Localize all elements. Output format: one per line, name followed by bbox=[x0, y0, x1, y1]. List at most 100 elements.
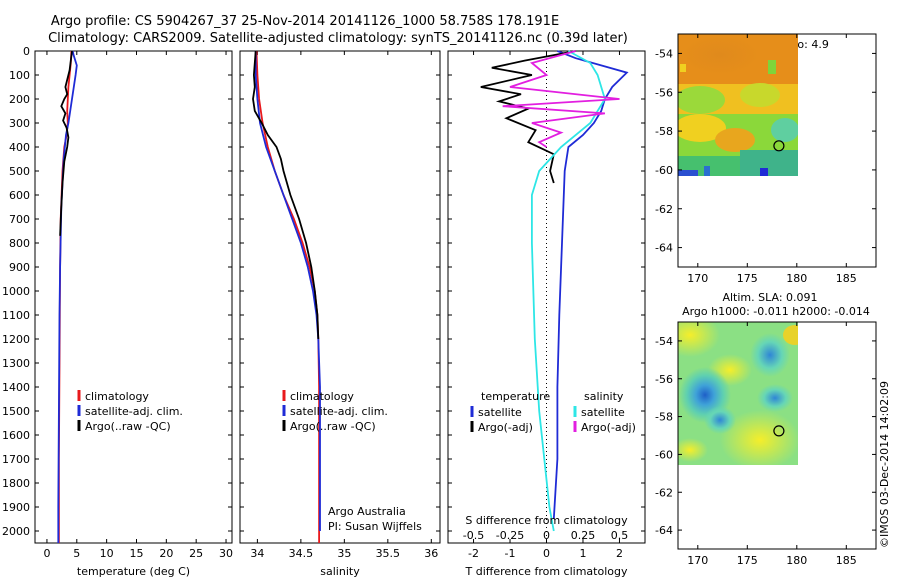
depth-tick-label: 100 bbox=[9, 69, 30, 82]
sst_map-ytick-label: -54 bbox=[655, 47, 673, 60]
temperature-xtick-label: 10 bbox=[100, 547, 114, 560]
depth-tick-label: 500 bbox=[9, 165, 30, 178]
depth-tick-label: 1900 bbox=[2, 501, 30, 514]
difference-frame bbox=[447, 50, 646, 544]
salinity-legend-label: climatology bbox=[290, 390, 354, 403]
sst_map-ytick-label: -58 bbox=[655, 125, 673, 138]
header-line2: Climatology: CARS2009. Satellite-adjuste… bbox=[48, 31, 628, 46]
temperature-xtick-label: 25 bbox=[189, 547, 203, 560]
x2label: S difference from climatology bbox=[465, 514, 628, 527]
temperature-xlabel: temperature (deg C) bbox=[77, 565, 190, 578]
x2tick-label: -0.25 bbox=[496, 529, 524, 542]
depth-tick-label: 600 bbox=[9, 189, 30, 202]
temperature-legend-label: satellite-adj. clim. bbox=[85, 405, 183, 418]
sst-heatmap-image bbox=[678, 34, 798, 176]
diff-legend-label: satellite bbox=[478, 406, 522, 419]
sla_map-ytick-label: -62 bbox=[655, 486, 673, 499]
copyright-label: ©IMOS 03-Dec-2014 14:02:09 bbox=[878, 381, 891, 548]
sst-argo-marker bbox=[773, 140, 785, 152]
sla_map-ytick-label: -64 bbox=[655, 524, 673, 537]
depth-tick-label: 1200 bbox=[2, 333, 30, 346]
sla-map-subtitle: Argo h1000: -0.011 h2000: -0.014 bbox=[682, 305, 870, 318]
depth-tick-label: 1100 bbox=[2, 309, 30, 322]
salinity-panel: 34 34.5 35 35.5 36 salinity climatology satelli… bbox=[239, 50, 441, 578]
depth-tick-label: 1000 bbox=[2, 285, 30, 298]
temperature-series-satellite bbox=[57, 50, 78, 543]
sla_map-xtick-label: 180 bbox=[786, 554, 807, 567]
difference-xtick-label: -2 bbox=[468, 547, 479, 560]
sla_map-ytick-label: -54 bbox=[655, 335, 673, 348]
sla-map-frame bbox=[677, 321, 877, 550]
sst-map-frame bbox=[677, 33, 877, 268]
difference-xtick-label: 2 bbox=[616, 547, 623, 560]
salinity-legend-label: Argo(..raw -QC) bbox=[290, 420, 376, 433]
temperature-xtick-label: 20 bbox=[159, 547, 173, 560]
sla-map-panel: Altim. SLA: 0.091 Argo h1000: -0.011 h20… bbox=[655, 291, 877, 567]
depth-tick-label: 400 bbox=[9, 141, 30, 154]
salinity-xtick-label: 36 bbox=[424, 547, 438, 560]
temperature-legend-label: Argo(..raw -QC) bbox=[85, 420, 171, 433]
depth-tick-label: 2000 bbox=[2, 525, 30, 538]
sst_map-xtick-label: 175 bbox=[737, 272, 758, 285]
temperature-frame bbox=[34, 50, 233, 544]
x2tick-label: 0 bbox=[543, 529, 550, 542]
legend-salinity-title: salinity bbox=[584, 390, 624, 403]
temperature-xtick-label: 30 bbox=[219, 547, 233, 560]
salinity-series-satellite bbox=[254, 51, 321, 531]
sst_map-ytick-label: -64 bbox=[655, 242, 673, 255]
diff-legend-label: satellite bbox=[581, 406, 625, 419]
sla_map-xtick-label: 170 bbox=[687, 554, 708, 567]
temperature-xtick-label: 5 bbox=[73, 547, 80, 560]
sst_map-xtick-label: 170 bbox=[687, 272, 708, 285]
depth-tick-label: 1500 bbox=[2, 405, 30, 418]
salinity-series-argo bbox=[252, 50, 320, 340]
sst_map-ytick-label: -62 bbox=[655, 203, 673, 216]
difference-xtick-label: -1 bbox=[505, 547, 516, 560]
difference-series-sal_satellite bbox=[531, 50, 606, 532]
salinity-series-climatology bbox=[255, 50, 321, 543]
sla_map-ytick-label: -56 bbox=[655, 373, 673, 386]
temperature-xtick-label: 0 bbox=[43, 547, 50, 560]
sla-heatmap-image bbox=[678, 322, 798, 465]
sla_map-ytick-label: -60 bbox=[655, 448, 673, 461]
depth-tick-label: 1400 bbox=[2, 381, 30, 394]
diff-legend-label: Argo(-adj) bbox=[581, 421, 636, 434]
sla_map-xtick-label: 185 bbox=[836, 554, 857, 567]
x2tick-label: 0.5 bbox=[611, 529, 629, 542]
sst_map-xtick-label: 180 bbox=[786, 272, 807, 285]
depth-tick-label: 1700 bbox=[2, 453, 30, 466]
temperature-legend-label: climatology bbox=[85, 390, 149, 403]
difference-series-argo bbox=[480, 50, 576, 184]
sla_map-xtick-label: 175 bbox=[737, 554, 758, 567]
sst_map-xtick-label: 185 bbox=[836, 272, 857, 285]
temperature-panel: 0 5 10 15 20 25 30 temperature (deg C) 0 100 200 30… bbox=[2, 45, 233, 578]
difference-xtick-label: 0 bbox=[543, 547, 550, 560]
depth-tick-label: 900 bbox=[9, 261, 30, 274]
x2tick-label: 0.25 bbox=[571, 529, 596, 542]
annotation-text: Argo Australia bbox=[328, 505, 406, 518]
salinity-legend-label: satellite-adj. clim. bbox=[290, 405, 388, 418]
depth-tick-label: 1800 bbox=[2, 477, 30, 490]
depth-tick-label: 1300 bbox=[2, 357, 30, 370]
difference-xtick-label: 1 bbox=[579, 547, 586, 560]
salinity-xlabel: salinity bbox=[320, 565, 360, 578]
sst_map-ytick-label: -60 bbox=[655, 164, 673, 177]
difference-xlabel: T difference from climatology bbox=[465, 565, 628, 578]
depth-tick-label: 200 bbox=[9, 93, 30, 106]
sla-argo-marker bbox=[773, 425, 785, 437]
temperature-series-argo bbox=[59, 50, 73, 236]
annotation-text: PI: Susan Wijffels bbox=[328, 520, 422, 533]
difference-series-sal_argo bbox=[502, 50, 620, 148]
sst_map-ytick-label: -56 bbox=[655, 86, 673, 99]
sla-map-title: Altim. SLA: 0.091 bbox=[722, 291, 817, 304]
depth-tick-label: 800 bbox=[9, 237, 30, 250]
legend-temperature-title: temperature bbox=[481, 390, 550, 403]
diff-legend-label: Argo(-adj) bbox=[478, 421, 533, 434]
depth-tick-label: 0 bbox=[23, 45, 30, 58]
sst-map-panel: sat. SST: 4.8 Argo: 4.9 170175180185-54-… bbox=[655, 33, 877, 285]
salinity-xtick-label: 34.5 bbox=[289, 547, 314, 560]
header-line1: Argo profile: CS 5904267_37 25-Nov-2014 … bbox=[51, 14, 559, 29]
sla_map-ytick-label: -58 bbox=[655, 411, 673, 424]
x2tick-label: -0.5 bbox=[463, 529, 484, 542]
